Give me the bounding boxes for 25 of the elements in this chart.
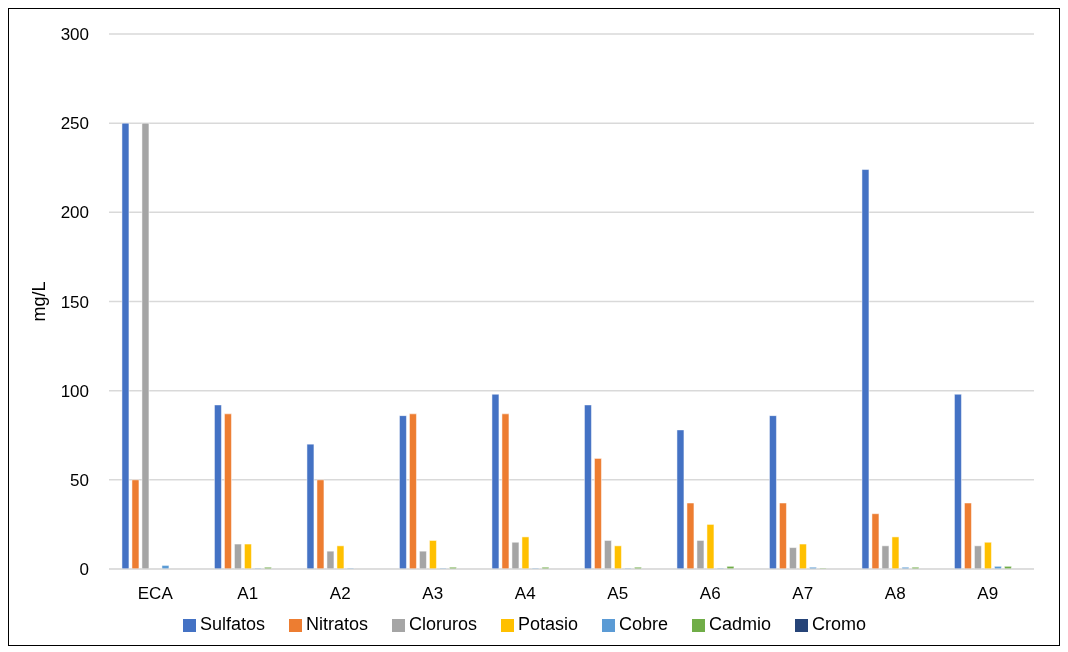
y-tick-label: 250 xyxy=(60,114,89,134)
x-tick-label: A1 xyxy=(237,584,259,604)
y-tick-label: 150 xyxy=(60,292,89,312)
y-tick-label: 0 xyxy=(79,560,89,580)
x-tick-label: ECA xyxy=(137,584,174,604)
x-tick-label: A3 xyxy=(422,584,444,604)
legend-label: Nitratos xyxy=(305,614,368,634)
legend-label: Potasio xyxy=(517,614,579,634)
x-tick-label: A5 xyxy=(607,584,629,604)
y-tick-label: 200 xyxy=(60,203,89,223)
x-tick-label: A9 xyxy=(977,584,999,604)
legend-label: Cloruros xyxy=(408,614,477,634)
y-axis-title: mg/L xyxy=(29,281,50,322)
y-tick-label: 300 xyxy=(60,25,89,45)
x-tick-label: A7 xyxy=(792,584,814,604)
legend-label: Cobre xyxy=(619,614,669,634)
x-tick-label: A2 xyxy=(329,584,351,604)
x-tick-label: A6 xyxy=(699,584,721,604)
x-tick-label: A8 xyxy=(884,584,906,604)
y-tick-label: 50 xyxy=(70,470,89,490)
legend-label: Sulfatos xyxy=(199,614,265,634)
x-tick-label: A4 xyxy=(514,584,536,604)
legend-label: Cromo xyxy=(812,614,867,634)
y-tick-label: 100 xyxy=(60,381,89,401)
legend-label: Cadmio xyxy=(709,614,772,634)
